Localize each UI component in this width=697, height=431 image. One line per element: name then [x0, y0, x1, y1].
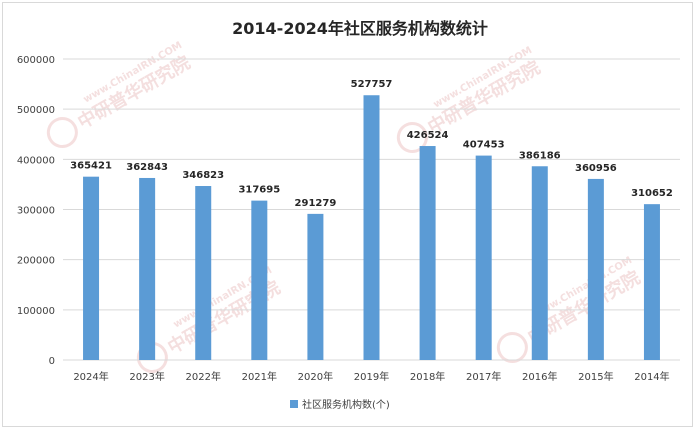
bar [139, 177, 156, 360]
data-label: 426524 [407, 130, 449, 141]
bar-series [83, 95, 660, 360]
bar [419, 146, 436, 360]
data-label: 310652 [631, 188, 673, 199]
data-labels: 365421 362843 346823 317695 291279 527757 4265… [70, 79, 673, 209]
data-label: 362843 [126, 162, 168, 173]
x-tick-label: 2018年 [410, 370, 445, 383]
y-tick-label: 100000 [17, 306, 55, 317]
data-label: 317695 [238, 185, 280, 196]
x-tick-label: 2014年 [634, 370, 669, 383]
bar [531, 166, 548, 360]
x-tick-label: 2023年 [129, 370, 164, 383]
x-tick-label: 2015年 [578, 370, 613, 383]
data-label: 360956 [575, 163, 617, 174]
y-axis: 0 100000 200000 300000 400000 500000 600000 [17, 55, 55, 367]
x-tick-label: 2024年 [73, 370, 108, 383]
data-label: 407453 [463, 140, 505, 151]
bar [363, 95, 380, 360]
legend-swatch [290, 400, 298, 408]
x-tick-label: 2022年 [186, 370, 221, 383]
bar [307, 213, 324, 360]
x-tick-label: 2019年 [354, 370, 389, 383]
y-tick-label: 500000 [17, 105, 55, 116]
x-axis: 2024年 2023年 2022年 2021年 2020年 2019年 2018年 2017年… [73, 370, 669, 383]
bar [643, 204, 660, 360]
data-label: 291279 [295, 198, 337, 209]
y-tick-label: 0 [49, 356, 55, 367]
y-tick-label: 300000 [17, 206, 55, 217]
x-tick-label: 2020年 [298, 370, 333, 383]
bar [587, 178, 604, 360]
x-tick-label: 2016年 [522, 370, 557, 383]
bar [251, 200, 268, 360]
x-tick-label: 2017年 [466, 370, 501, 383]
y-tick-label: 200000 [17, 256, 55, 267]
chart-frame [2, 2, 693, 427]
y-tick-label: 600000 [17, 55, 55, 66]
watermark-logo-icon [396, 122, 428, 153]
data-label: 365421 [70, 161, 112, 172]
bar [83, 176, 100, 360]
y-tick-label: 400000 [17, 155, 55, 166]
bar [475, 155, 492, 360]
x-tick-label: 2021年 [242, 370, 277, 383]
legend: 社区服务机构数(个) [290, 398, 390, 411]
watermark-logo-icon [46, 117, 78, 148]
data-label: 346823 [182, 170, 224, 181]
legend-label: 社区服务机构数(个) [302, 398, 390, 411]
data-label: 527757 [351, 79, 393, 90]
bar [195, 186, 212, 360]
data-label: 386186 [519, 150, 561, 161]
chart-title: 2014-2024年社区服务机构数统计 [232, 19, 488, 38]
